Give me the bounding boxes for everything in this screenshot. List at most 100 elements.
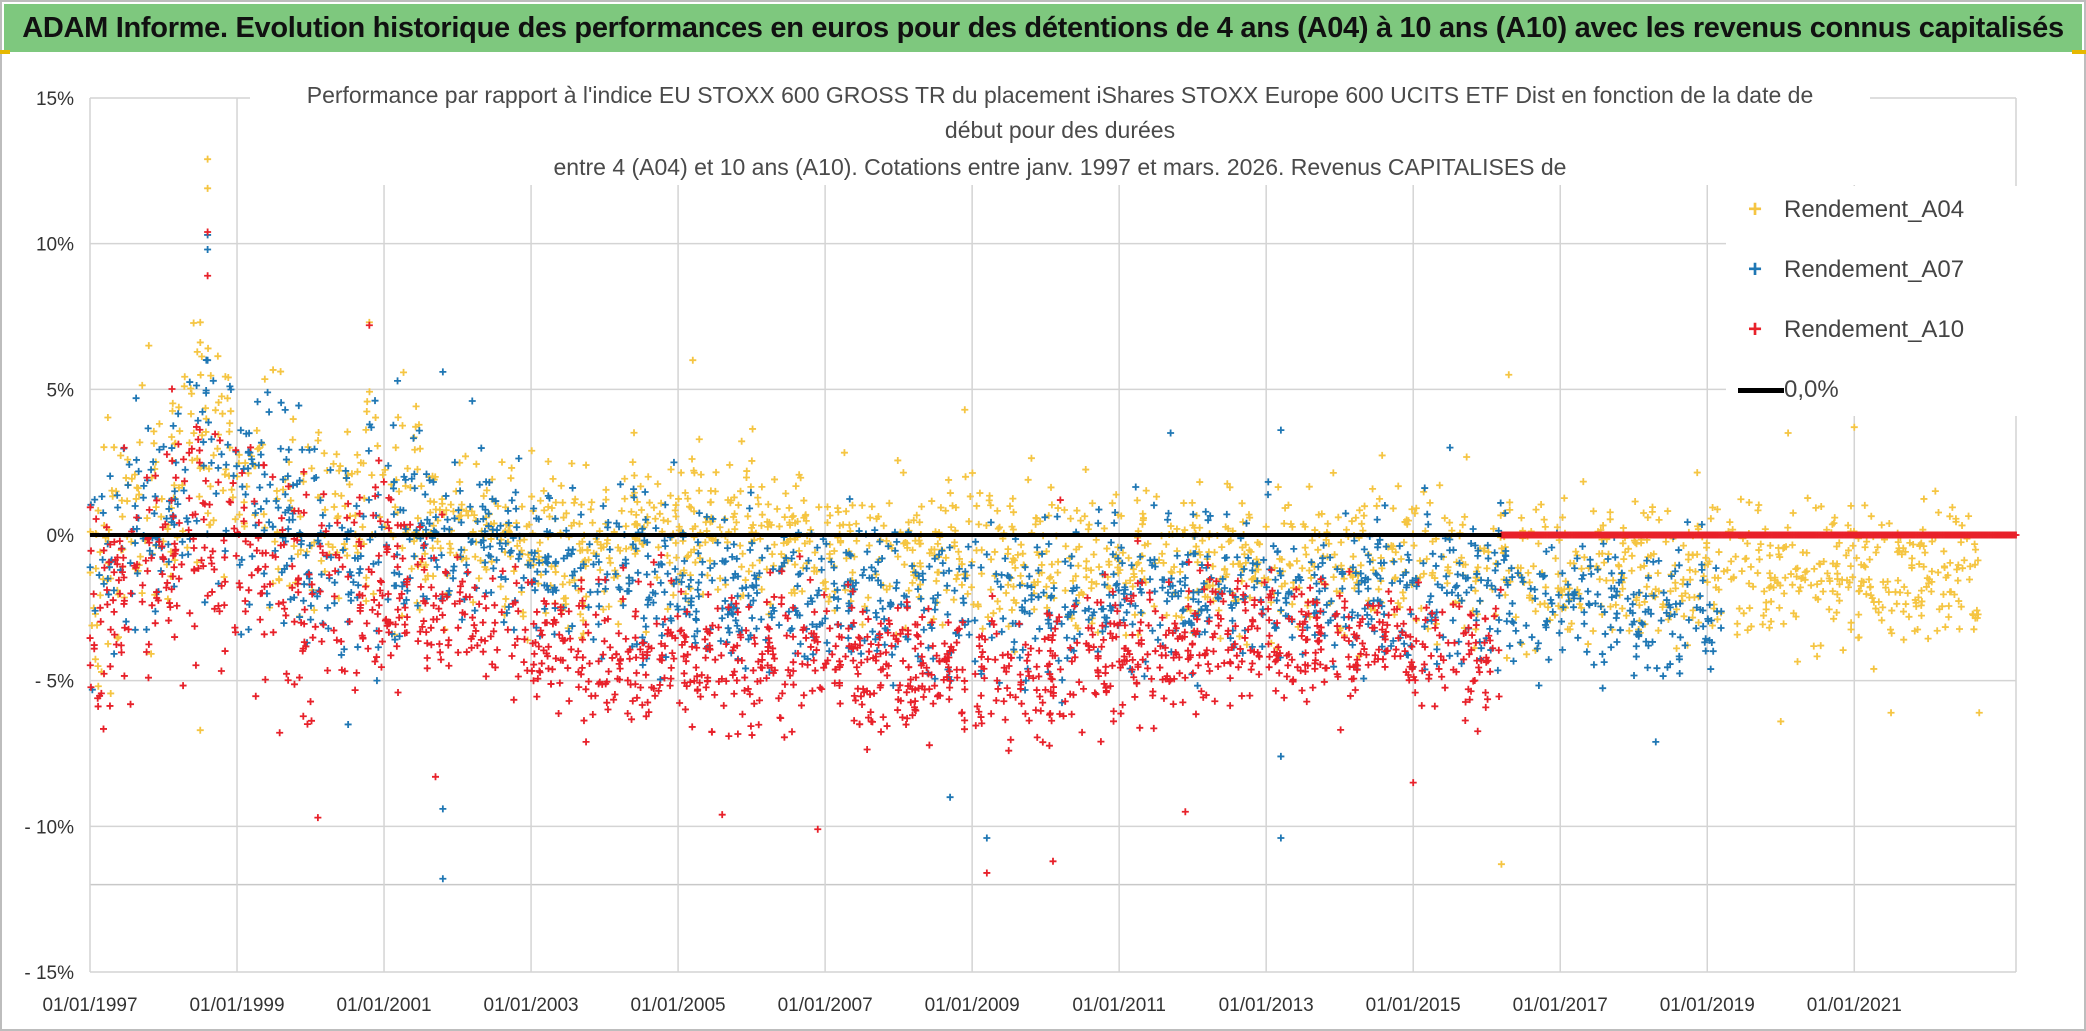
point-a10 (582, 738, 590, 746)
point-a04 (536, 539, 544, 547)
point-a07 (1494, 627, 1502, 635)
point-a04 (429, 572, 437, 580)
point-a07 (1101, 581, 1109, 589)
point-a04 (224, 394, 232, 402)
point-a10 (674, 612, 682, 620)
point-a07 (1404, 551, 1412, 559)
point-a07 (876, 597, 884, 605)
point-a04 (175, 484, 183, 492)
point-a04 (152, 503, 160, 511)
point-a04 (763, 518, 771, 526)
point-a07 (422, 470, 430, 478)
point-a04 (688, 455, 696, 463)
point-a10 (491, 619, 499, 627)
point-a07 (1038, 550, 1046, 558)
point-a10 (1438, 673, 1446, 681)
point-a07 (429, 478, 437, 486)
point-a07 (193, 382, 201, 390)
point-a07 (504, 507, 512, 515)
point-a07 (1717, 607, 1725, 615)
point-a04 (961, 406, 969, 414)
point-a10 (87, 547, 95, 555)
point-a04 (1900, 583, 1908, 591)
point-a10 (1102, 663, 1110, 671)
point-a10 (279, 598, 287, 606)
point-a07 (238, 483, 246, 491)
point-a10 (1345, 624, 1353, 632)
point-a07 (1699, 577, 1707, 585)
point-a04 (1797, 575, 1805, 583)
point-a04 (279, 486, 287, 494)
point-a04 (654, 543, 662, 551)
point-a04 (1599, 521, 1607, 529)
point-a04 (1743, 539, 1751, 547)
point-a07 (212, 490, 220, 498)
point-a04 (1274, 483, 1282, 491)
point-a07 (1580, 620, 1588, 628)
point-a07 (513, 523, 521, 531)
point-a10 (511, 563, 519, 571)
point-a04 (1958, 521, 1966, 529)
point-a04 (502, 503, 510, 511)
point-a04 (1322, 536, 1330, 544)
point-a04 (221, 373, 229, 381)
point-a04 (167, 548, 175, 556)
point-a04 (1619, 539, 1627, 547)
point-a10 (800, 691, 808, 699)
point-a07 (1707, 665, 1715, 673)
point-a04 (1103, 545, 1111, 553)
point-a10 (514, 607, 522, 615)
point-a04 (1073, 507, 1081, 515)
point-a07 (131, 502, 139, 510)
point-a04 (1628, 552, 1636, 560)
point-a07 (1608, 593, 1616, 601)
point-a04 (738, 563, 746, 571)
point-a07 (438, 551, 446, 559)
point-a07 (98, 493, 106, 501)
point-a07 (1449, 546, 1457, 554)
point-a10 (190, 544, 198, 552)
point-a04 (605, 554, 613, 562)
point-a10 (770, 593, 778, 601)
point-a10 (577, 576, 585, 584)
point-a04 (1755, 546, 1763, 554)
point-a07 (1010, 638, 1018, 646)
point-a07 (1189, 595, 1197, 603)
point-a10 (913, 631, 921, 639)
point-a04 (905, 518, 913, 526)
point-a07 (1136, 585, 1144, 593)
point-a07 (1706, 601, 1714, 609)
point-a07 (565, 627, 573, 635)
point-a04 (589, 519, 597, 527)
point-a04 (1314, 546, 1322, 554)
point-a10 (667, 664, 675, 672)
point-a04 (1459, 521, 1467, 529)
point-a07 (1564, 591, 1572, 599)
point-a04 (1054, 504, 1062, 512)
point-a04 (1048, 501, 1056, 509)
point-a10 (240, 504, 248, 512)
point-a04 (946, 489, 954, 497)
point-a07 (860, 566, 868, 574)
point-a04 (368, 471, 376, 479)
point-a10 (1484, 695, 1492, 703)
point-a04 (1691, 568, 1699, 576)
point-a07 (1277, 752, 1285, 760)
point-a10 (1345, 637, 1353, 645)
point-a07 (1034, 566, 1042, 574)
point-a07 (757, 615, 765, 623)
point-a07 (1176, 578, 1184, 586)
point-a07 (391, 636, 399, 644)
point-a10 (718, 811, 726, 819)
point-a10 (1049, 857, 1057, 865)
point-a04 (836, 522, 844, 530)
point-a04 (1129, 565, 1137, 573)
point-a07 (881, 641, 889, 649)
point-a07 (1380, 559, 1388, 567)
point-a07 (914, 585, 922, 593)
point-a04 (1844, 521, 1852, 529)
point-a04 (801, 539, 809, 547)
point-a07 (1405, 556, 1413, 564)
point-a04 (689, 356, 697, 364)
point-a10 (520, 658, 528, 666)
